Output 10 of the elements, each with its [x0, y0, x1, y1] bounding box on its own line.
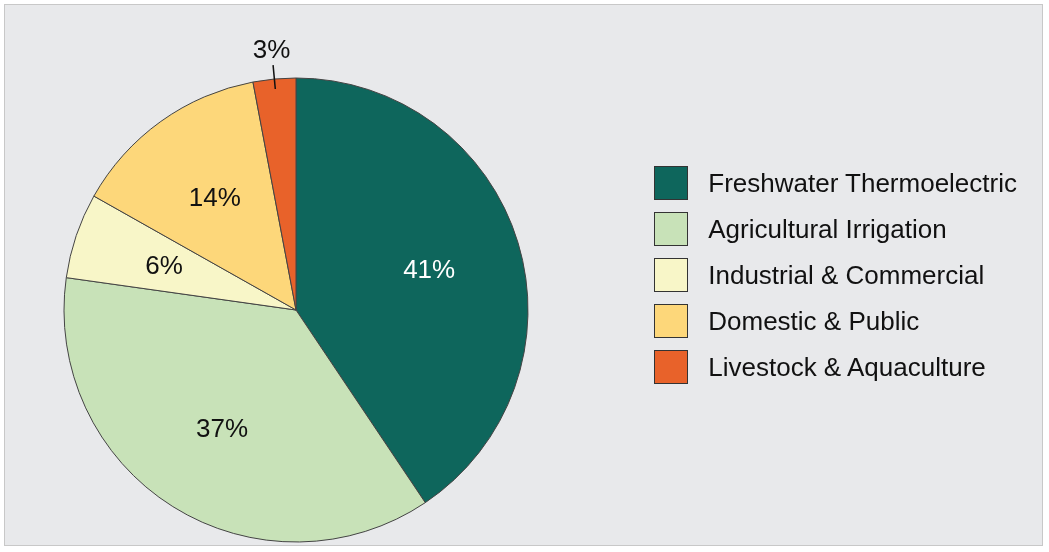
- data-label: 37%: [196, 412, 249, 443]
- legend-label: Industrial & Commercial: [708, 259, 985, 291]
- legend-label: Agricultural Irrigation: [708, 213, 947, 245]
- data-label: 14%: [188, 181, 241, 212]
- data-label: 41%: [403, 254, 456, 285]
- legend-label: Domestic & Public: [708, 305, 920, 337]
- legend-label: Freshwater Thermoelectric: [708, 167, 1017, 199]
- data-label: 6%: [145, 250, 183, 281]
- legend-label: Livestock & Aquaculture: [708, 351, 986, 383]
- data-label: 3%: [252, 34, 291, 65]
